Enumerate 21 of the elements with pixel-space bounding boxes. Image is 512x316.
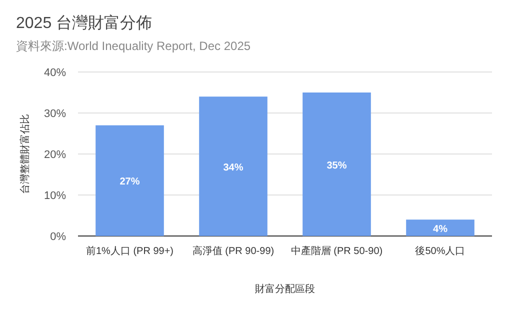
- y-axis-title: 台灣整體財富佔比: [19, 114, 31, 194]
- data-label: 4%: [433, 224, 448, 235]
- data-label: 34%: [223, 162, 244, 174]
- y-tick-label: 10%: [44, 190, 66, 202]
- x-axis-title: 財富分配區段: [255, 283, 315, 295]
- y-tick-label: 0%: [50, 231, 66, 243]
- bar: [96, 125, 164, 236]
- y-tick-label: 40%: [44, 67, 66, 79]
- y-tick-label: 20%: [44, 149, 66, 161]
- y-tick-label: 30%: [44, 108, 66, 120]
- bar: [406, 220, 474, 236]
- x-tick-label: 中產階層 (PR 50-90): [290, 245, 383, 257]
- data-label: 27%: [120, 176, 140, 188]
- x-tick-label: 高淨值 (PR 90-99): [192, 245, 274, 257]
- bar: [199, 96, 268, 236]
- bar: [302, 92, 371, 236]
- chart-subtitle: 資料來源:World Inequality Report, Dec 2025: [16, 39, 251, 53]
- x-tick-label: 前1%人口 (PR 99+): [86, 245, 174, 257]
- chart-title: 2025 台灣財富分佈: [16, 14, 152, 32]
- x-tick-label: 後50%人口: [415, 245, 466, 257]
- data-label: 35%: [326, 160, 347, 172]
